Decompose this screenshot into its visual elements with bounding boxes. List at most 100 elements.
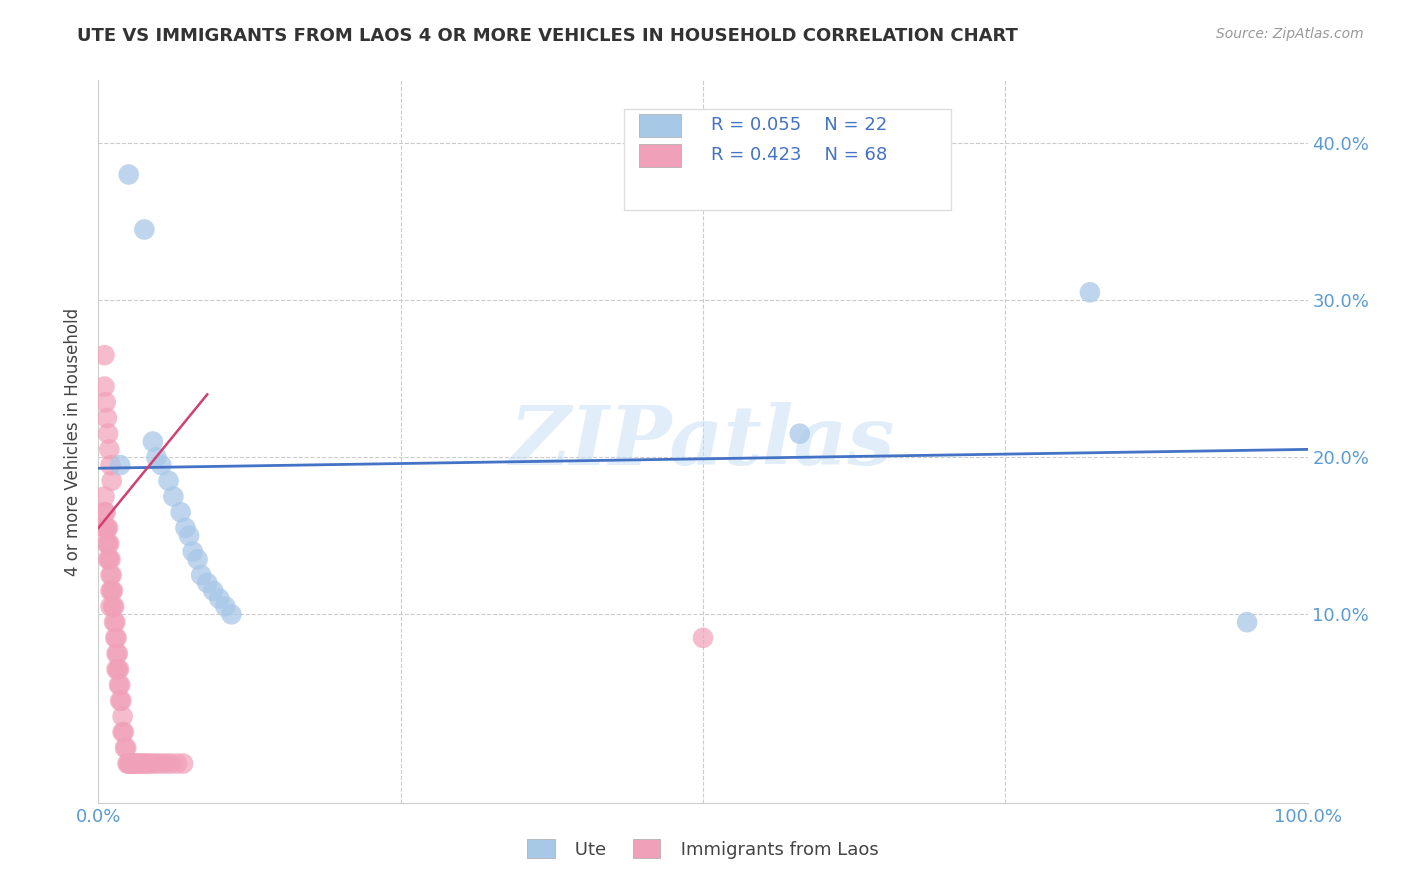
Point: [117, 756, 139, 771]
Point: [111, 725, 134, 739]
Point: [145, 450, 167, 465]
Point: [93, 379, 115, 393]
FancyBboxPatch shape: [638, 144, 682, 167]
Point: [214, 599, 236, 614]
FancyBboxPatch shape: [638, 113, 682, 136]
Point: [111, 709, 134, 723]
Point: [98, 552, 121, 566]
Point: [93, 490, 115, 504]
Point: [142, 434, 165, 449]
Point: [100, 599, 122, 614]
Point: [122, 756, 145, 771]
Point: [187, 552, 209, 566]
Point: [103, 615, 125, 630]
Point: [157, 474, 180, 488]
Point: [692, 631, 714, 645]
Point: [172, 756, 194, 771]
Point: [1078, 285, 1101, 300]
Point: [93, 521, 115, 535]
Point: [134, 756, 156, 771]
Point: [100, 568, 122, 582]
Point: [134, 222, 156, 236]
Point: [118, 756, 141, 771]
Point: [101, 599, 124, 614]
FancyBboxPatch shape: [624, 109, 950, 211]
Point: [120, 756, 142, 771]
Point: [162, 490, 184, 504]
Point: [105, 631, 128, 645]
Point: [96, 536, 118, 550]
Point: [93, 505, 115, 519]
Point: [221, 607, 243, 622]
Point: [114, 740, 136, 755]
Text: Source: ZipAtlas.com: Source: ZipAtlas.com: [1216, 27, 1364, 41]
Point: [131, 756, 153, 771]
Point: [138, 756, 160, 771]
Point: [97, 552, 120, 566]
Point: [107, 662, 129, 676]
Point: [108, 458, 131, 472]
Point: [100, 583, 122, 598]
Point: [94, 395, 117, 409]
Point: [96, 411, 118, 425]
Point: [97, 521, 120, 535]
Point: [179, 529, 201, 543]
Point: [202, 583, 225, 598]
Point: [100, 568, 122, 582]
Point: [100, 552, 122, 566]
Point: [174, 521, 197, 535]
Point: [98, 536, 121, 550]
Point: [103, 599, 125, 614]
Point: [108, 678, 131, 692]
Point: [97, 536, 120, 550]
Point: [128, 756, 150, 771]
Point: [190, 568, 212, 582]
Point: [150, 756, 173, 771]
Point: [108, 662, 131, 676]
Point: [104, 615, 127, 630]
Point: [101, 583, 124, 598]
Point: [155, 756, 177, 771]
Point: [105, 647, 128, 661]
Point: [1236, 615, 1258, 630]
Point: [97, 426, 120, 441]
Point: [118, 168, 141, 182]
Point: [94, 505, 117, 519]
Point: [121, 756, 143, 771]
Point: [789, 426, 811, 441]
Point: [108, 694, 131, 708]
Point: [124, 756, 146, 771]
Point: [94, 521, 117, 535]
Point: [127, 756, 149, 771]
Point: [110, 694, 132, 708]
Point: [135, 756, 157, 771]
Point: [100, 474, 122, 488]
Point: [100, 583, 122, 598]
Legend:  Ute,  Immigrants from Laos: Ute, Immigrants from Laos: [520, 832, 886, 866]
Point: [112, 725, 135, 739]
Point: [93, 348, 115, 362]
Point: [118, 756, 141, 771]
Point: [145, 756, 167, 771]
Point: [107, 647, 129, 661]
Point: [150, 458, 173, 472]
Text: R = 0.055    N = 22: R = 0.055 N = 22: [711, 116, 887, 134]
Point: [181, 544, 204, 558]
Point: [166, 756, 188, 771]
Point: [169, 505, 191, 519]
Point: [98, 442, 121, 457]
Point: [160, 756, 183, 771]
Text: ZIPatlas: ZIPatlas: [510, 401, 896, 482]
Point: [142, 756, 165, 771]
Y-axis label: 4 or more Vehicles in Household: 4 or more Vehicles in Household: [65, 308, 83, 575]
Point: [104, 631, 127, 645]
Text: UTE VS IMMIGRANTS FROM LAOS 4 OR MORE VEHICLES IN HOUSEHOLD CORRELATION CHART: UTE VS IMMIGRANTS FROM LAOS 4 OR MORE VE…: [77, 27, 1018, 45]
Text: R = 0.423    N = 68: R = 0.423 N = 68: [711, 146, 887, 164]
Point: [115, 740, 138, 755]
Point: [96, 521, 118, 535]
Point: [105, 662, 128, 676]
Point: [100, 458, 122, 472]
Point: [108, 678, 131, 692]
Point: [195, 575, 218, 590]
Point: [208, 591, 231, 606]
